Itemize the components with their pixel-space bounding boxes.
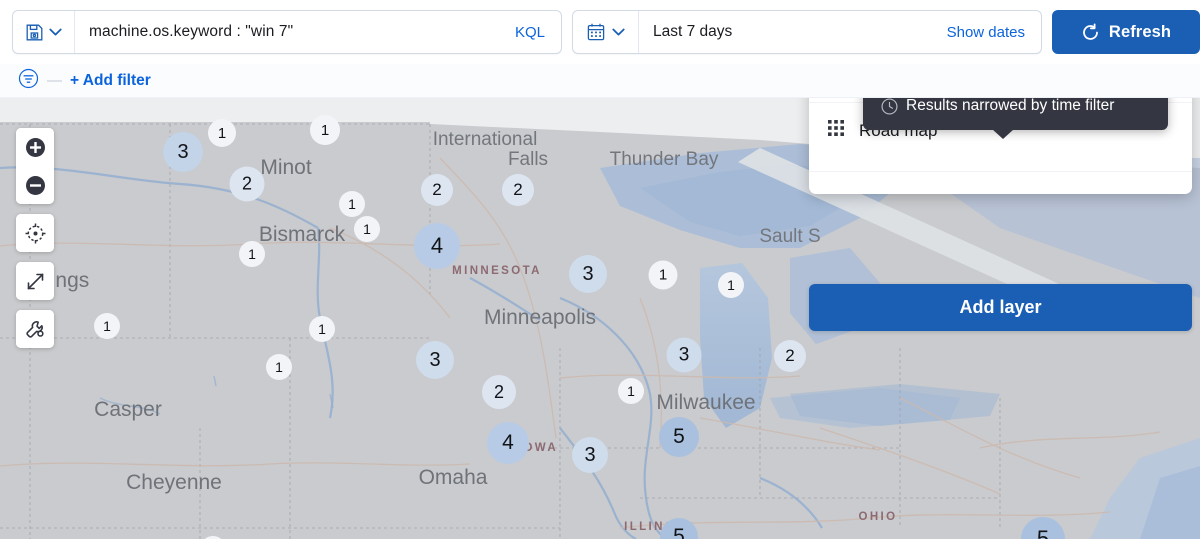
map-cluster-marker[interactable]: 2 [774,340,806,372]
clock-icon [881,97,898,115]
chevron-down-icon [49,28,62,35]
map-cluster-marker[interactable]: 2 [229,166,265,202]
zoom-in-button[interactable] [16,128,54,166]
map-cluster-marker[interactable]: 2 [482,375,516,409]
map-cluster-marker[interactable]: 3 [416,341,454,379]
tooltip-row-time: Results narrowed by time filter [881,96,1152,116]
map-cluster-marker[interactable]: 3 [163,132,203,172]
map-cluster-marker[interactable]: 5 [659,417,699,457]
map-cluster-marker[interactable]: 1 [239,241,265,267]
calendar-icon [587,23,605,41]
draw-tools-control [16,310,54,348]
filter-options-icon[interactable] [18,68,39,94]
expand-arrows-icon [27,273,43,289]
draw-tools-button[interactable] [16,310,54,348]
map-cluster-marker[interactable]: 1 [310,115,340,145]
filter-bar: — + Add filter [0,64,1200,98]
add-layer-button[interactable]: Add layer [809,284,1192,331]
plus-circle-icon [25,137,45,157]
map-cluster-marker[interactable]: 5 [660,518,698,539]
map-cluster-marker[interactable]: 1 [618,378,644,404]
map-cluster-marker[interactable]: 1 [354,216,380,242]
wrench-icon [26,321,44,338]
refresh-button[interactable]: Refresh [1052,10,1200,54]
map-cluster-marker[interactable]: 1 [266,354,292,380]
map-cluster-marker[interactable]: 3 [569,255,607,293]
date-picker-group: Last 7 days Show dates [572,10,1042,54]
panel-divider [809,171,1192,172]
add-filter-button[interactable]: + Add filter [70,71,151,89]
date-range-value[interactable]: Last 7 days [653,23,733,40]
map-cluster-marker[interactable]: 1 [208,119,236,147]
minus-circle-icon [25,175,45,195]
map-cluster-marker[interactable]: 1 [339,191,365,217]
chevron-down-icon [612,28,625,35]
date-quick-select-button[interactable] [573,11,639,53]
map-cluster-marker[interactable]: 3 [666,337,702,373]
fit-to-data-bounds-button[interactable] [16,262,54,300]
refresh-label: Refresh [1108,22,1172,41]
search-group: machine.os.keyword : "win 7" KQL [12,10,562,54]
query-bar: machine.os.keyword : "win 7" KQL [0,0,1200,64]
fit-bounds-control [16,262,54,300]
tooltip-arrow [991,129,1014,139]
zoom-out-button[interactable] [16,166,54,204]
map-cluster-marker[interactable]: 1 [200,536,226,539]
search-input[interactable]: machine.os.keyword : "win 7" [89,23,294,40]
map-controls [16,128,54,358]
goto-location-button[interactable] [16,214,54,252]
query-language-button[interactable]: KQL [514,23,545,41]
map-cluster-marker[interactable]: 4 [414,223,460,269]
show-dates-button[interactable]: Show dates [946,23,1025,41]
crosshair-icon [25,223,45,243]
map-cluster-marker[interactable]: 1 [309,316,335,342]
grid-tiles-icon [827,119,846,143]
map-cluster-marker[interactable]: 4 [487,422,529,464]
map-cluster-marker[interactable]: 1 [718,272,744,298]
map-cluster-marker[interactable]: 2 [502,174,534,206]
map-cluster-marker[interactable]: 1 [648,260,678,290]
save-disk-icon [26,24,43,40]
map-cluster-marker[interactable]: 3 [572,437,608,473]
refresh-icon [1083,22,1098,40]
zoom-controls [16,128,54,204]
goto-location-control [16,214,54,252]
saved-query-button[interactable] [13,11,75,53]
filter-separator: — [47,72,62,89]
map-cluster-marker[interactable]: 1 [94,313,120,339]
map-cluster-marker[interactable]: 2 [421,174,453,206]
map-cluster-marker[interactable]: 5 [1021,517,1065,539]
tooltip-row-label: Results narrowed by time filter [906,97,1115,114]
